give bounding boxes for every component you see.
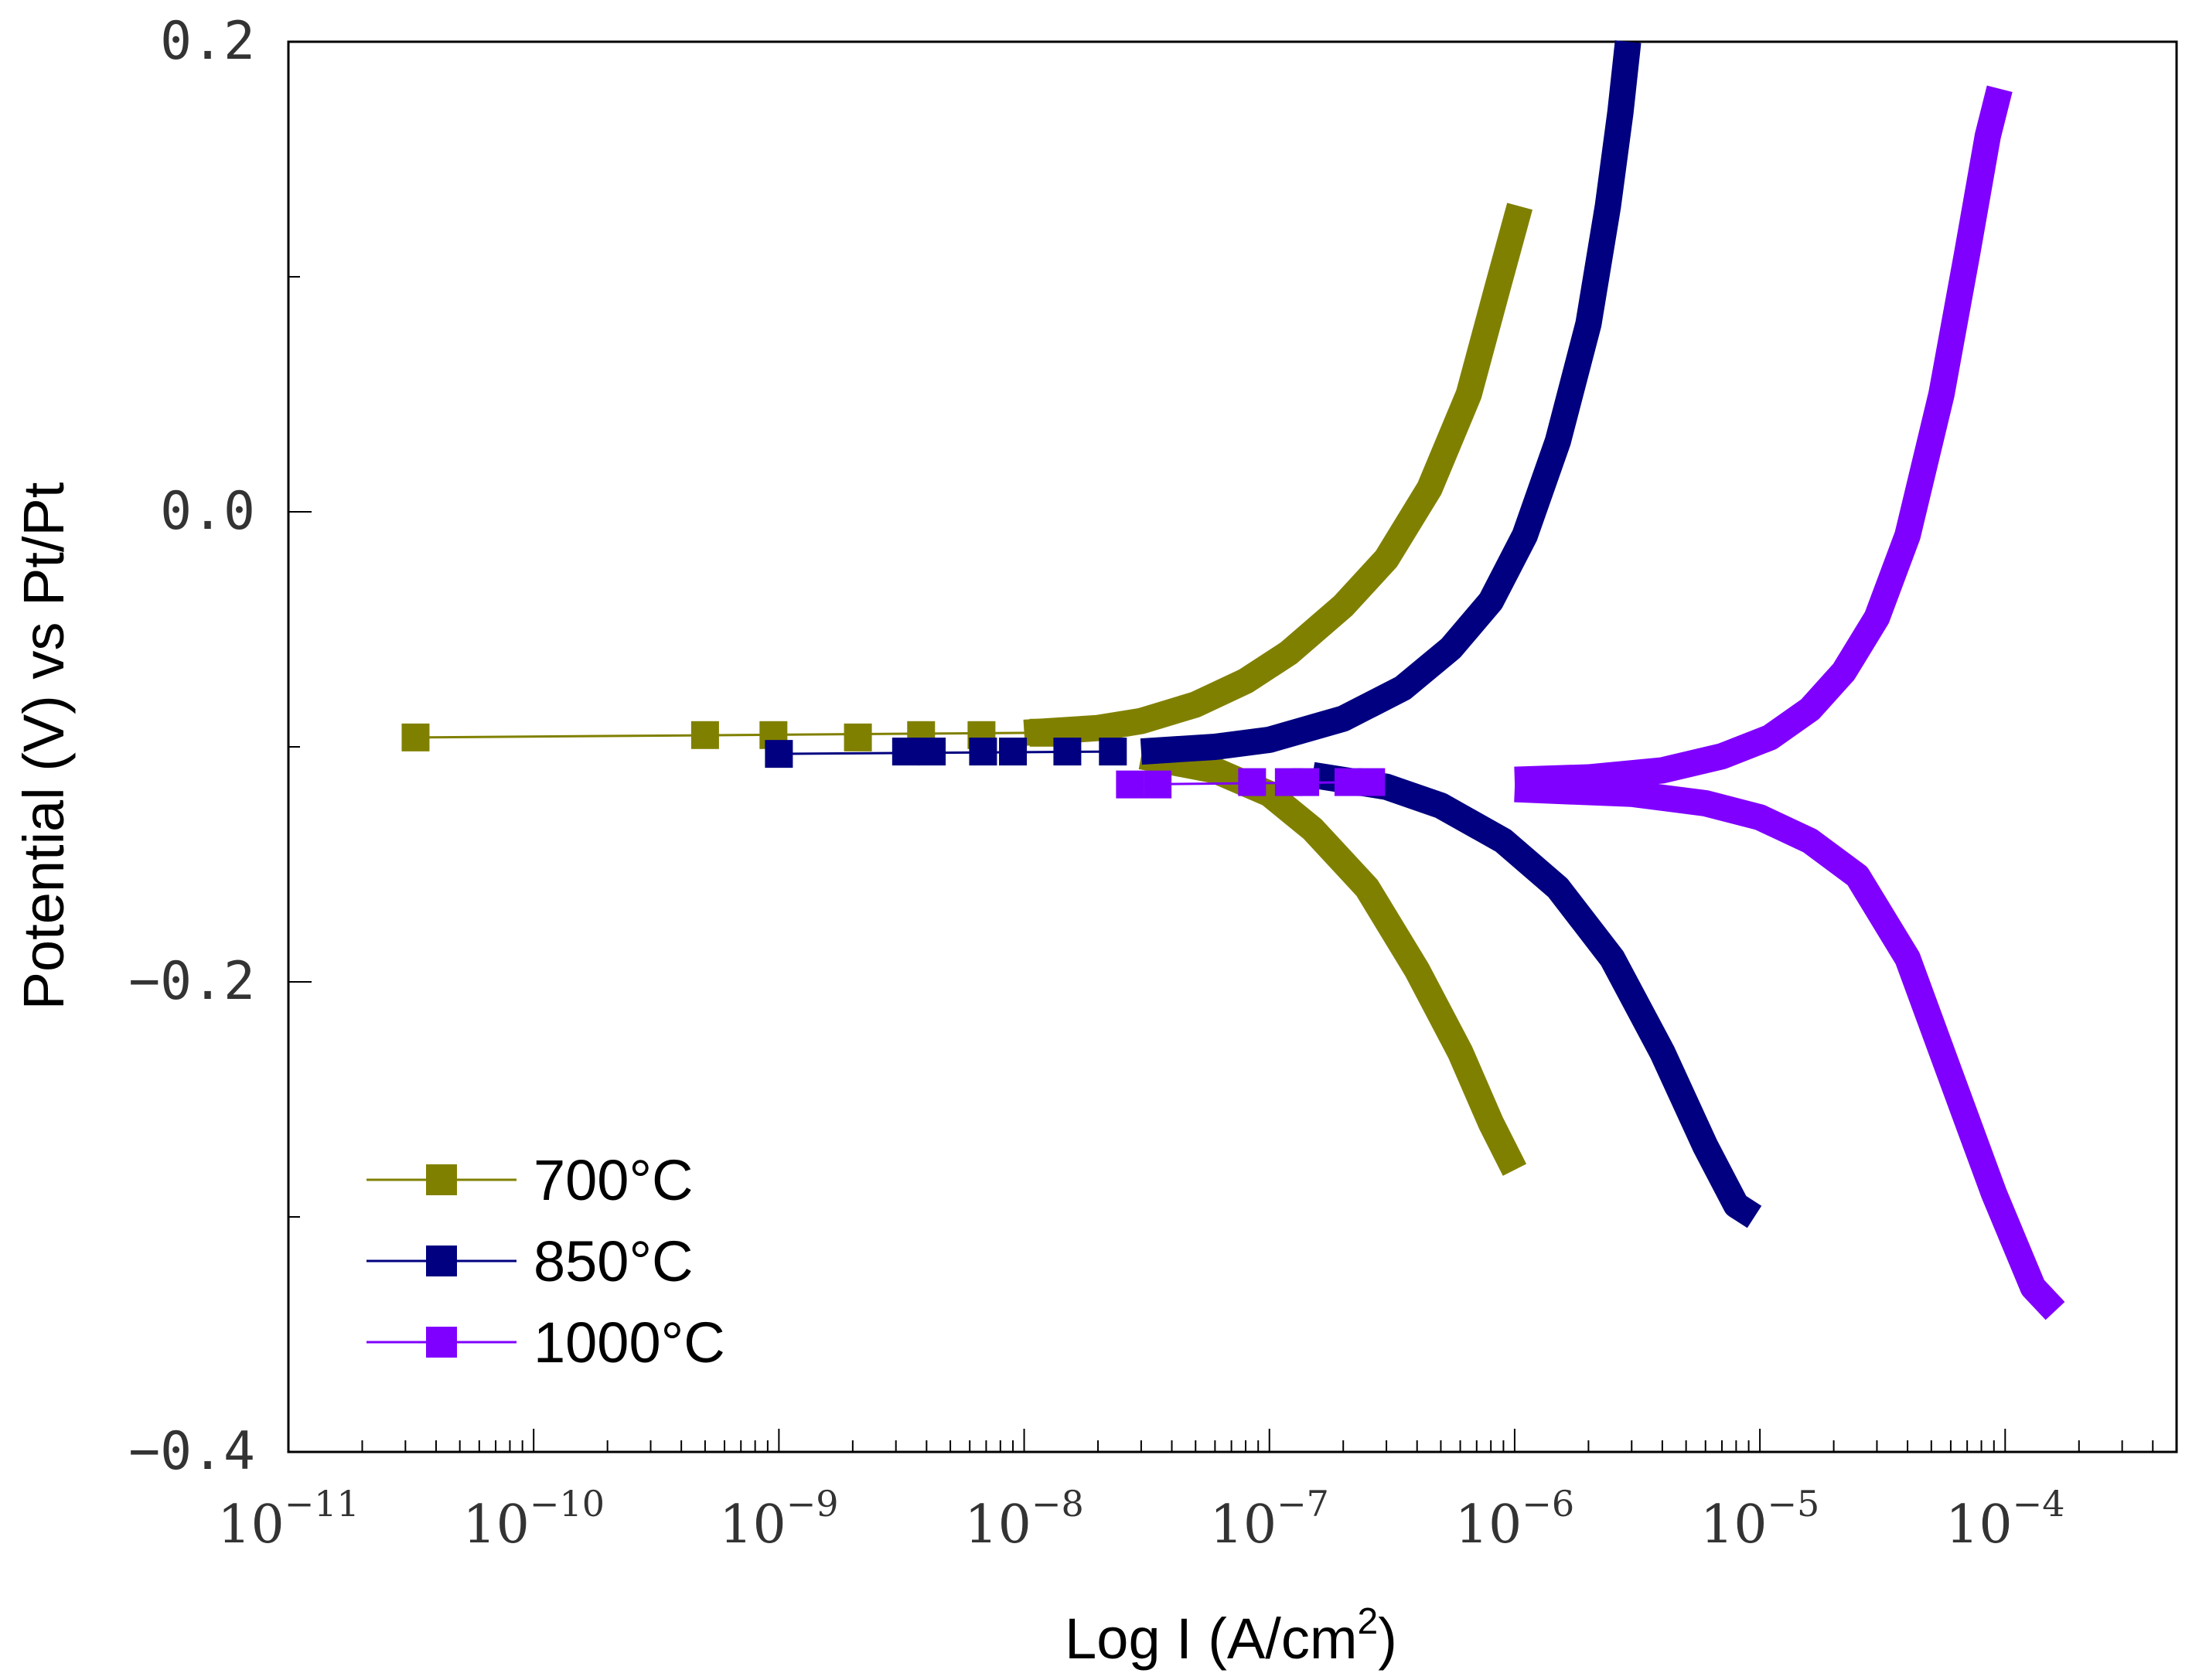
data-point — [1029, 718, 1058, 747]
x-tick-exponent: −8 — [1031, 1483, 1084, 1525]
x-tick-exponent: −11 — [285, 1483, 360, 1525]
x-tick-label: 10−6 — [1455, 1483, 1574, 1556]
x-tick-base: 10 — [1700, 1494, 1768, 1556]
y-axis-label: Potential (V) vs Pt/Pt — [12, 482, 76, 1010]
series-3 — [1116, 85, 2065, 1320]
x-tick-label: 10−10 — [462, 1483, 605, 1556]
legend-label: 1000°C — [534, 1310, 725, 1375]
data-point — [1238, 768, 1267, 796]
x-tick-exponent: −9 — [786, 1483, 839, 1525]
x-tick-base: 10 — [462, 1494, 530, 1556]
legend-item-3: 1000°C — [366, 1310, 725, 1375]
x-tick-label: 10−5 — [1700, 1483, 1819, 1556]
cathodic-branch — [1310, 762, 1762, 1228]
data-point — [918, 738, 946, 766]
data-point — [1116, 770, 1144, 799]
x-tick-label: 10−7 — [1210, 1483, 1329, 1556]
legend-marker — [426, 1327, 457, 1358]
data-point — [690, 721, 719, 749]
legend: 700°C 850°C 1000°C — [366, 1148, 725, 1375]
data-point — [1053, 738, 1082, 766]
series-2 — [765, 40, 1762, 1228]
x-tick-exponent: −6 — [1522, 1483, 1574, 1525]
y-tick-label: 0.0 — [160, 481, 255, 542]
data-point — [999, 738, 1028, 766]
y-tick-label: −0.4 — [128, 1421, 255, 1482]
x-tick-labels: 10−11 10−10 10−9 10−8 10−7 10−6 10−5 10−4 — [217, 1483, 2064, 1556]
x-tick-base: 10 — [964, 1494, 1031, 1556]
x-tick-base: 10 — [1945, 1494, 2013, 1556]
legend-marker — [426, 1164, 457, 1195]
data-point — [1357, 768, 1386, 796]
anodic-branch — [1140, 40, 1642, 765]
x-tick-label: 10−4 — [1945, 1483, 2064, 1556]
legend-item-1: 700°C — [366, 1148, 694, 1212]
anodic-branch — [1023, 203, 1532, 746]
legend-item-2: 850°C — [366, 1229, 694, 1293]
x-tick-exponent: −7 — [1277, 1483, 1329, 1525]
x-tick-exponent: −4 — [2013, 1483, 2065, 1525]
x-tick-base: 10 — [1210, 1494, 1277, 1556]
data-point — [401, 723, 430, 751]
x-tick-exponent: −10 — [530, 1483, 605, 1525]
legend-label: 850°C — [534, 1229, 694, 1293]
x-axis-label: Log I (A/cm2) — [1065, 1601, 1397, 1671]
x-tick-base: 10 — [1455, 1494, 1522, 1556]
data-point — [1291, 768, 1320, 796]
series-connector-line — [415, 731, 1044, 739]
y-tick-label: 0.2 — [160, 11, 255, 72]
x-tick-base: 10 — [217, 1494, 285, 1556]
series-1 — [401, 203, 1532, 1176]
x-tick-label: 10−9 — [719, 1483, 838, 1556]
data-point — [844, 723, 872, 751]
axis-ticks — [288, 41, 2177, 1453]
y-tick-labels: 0.2 0.0 −0.2 −0.4 — [128, 11, 255, 1482]
data-point — [1099, 738, 1127, 766]
data-point — [765, 740, 793, 768]
x-axis-label-superscript: 2 — [1358, 1601, 1379, 1642]
data-point — [1144, 770, 1172, 799]
data-point — [892, 738, 920, 766]
legend-label: 700°C — [534, 1148, 694, 1212]
x-tick-label: 10−8 — [964, 1483, 1083, 1556]
legend-marker — [426, 1246, 457, 1276]
y-tick-label: −0.2 — [128, 951, 255, 1012]
x-axis-label-main: Log I (A/cm — [1065, 1607, 1357, 1671]
x-tick-base: 10 — [719, 1494, 786, 1556]
anodic-branch — [1514, 85, 2013, 793]
x-axis-label-close: ) — [1378, 1607, 1397, 1671]
x-tick-label: 10−11 — [217, 1483, 360, 1556]
cathodic-branch — [1138, 743, 1527, 1176]
data-series — [401, 40, 2065, 1320]
data-point — [969, 738, 997, 766]
x-tick-exponent: −5 — [1767, 1483, 1819, 1525]
cathodic-branch — [1514, 775, 2065, 1320]
